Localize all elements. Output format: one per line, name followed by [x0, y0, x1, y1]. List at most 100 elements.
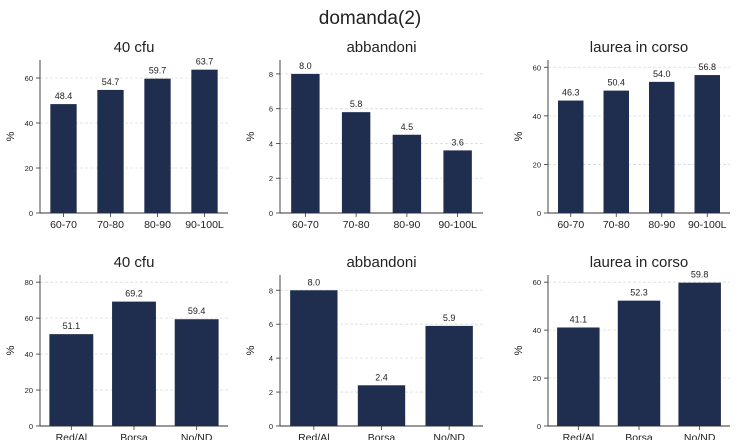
chart-panel-5: abbandoni% 0 2 4 6 8 8.0 Red/Al 2.4 Borsa 5.9 No/ND	[245, 254, 483, 440]
panel-title: abbandoni	[346, 39, 416, 56]
bar-value-label: 48.4	[55, 91, 73, 101]
y-axis-label: %	[245, 131, 257, 141]
y-tick-label: 0	[537, 422, 541, 431]
bar	[678, 282, 721, 426]
y-tick-label: 0	[269, 422, 273, 431]
bar-value-label: 59.7	[149, 66, 167, 76]
bar-value-label: 59.8	[691, 270, 709, 280]
y-tick-label: 80	[25, 278, 33, 287]
bar	[291, 73, 320, 213]
bar-value-label: 54.7	[102, 77, 120, 87]
bar-value-label: 63.7	[196, 57, 214, 67]
bar	[174, 319, 219, 426]
x-tick-label: Red/Al	[56, 432, 88, 440]
panel-title: 40 cfu	[114, 39, 155, 56]
chart-panel-4: 40 cfu% 0 20 40 60 80 51.1 Red/Al 69.2 Borsa 59.4 N…	[5, 254, 228, 440]
y-axis-label: %	[5, 131, 17, 141]
bar-value-label: 59.4	[188, 306, 206, 316]
x-tick-label: 80-90	[648, 219, 675, 231]
panel-title: abbandoni	[346, 254, 416, 271]
y-tick-label: 20	[25, 386, 33, 395]
x-tick-label: No/ND	[181, 432, 213, 440]
y-tick-label: 2	[269, 174, 273, 183]
x-tick-label: 60-70	[50, 219, 77, 231]
bar-value-label: 46.3	[562, 88, 580, 98]
bar-value-label: 8.0	[299, 61, 312, 71]
y-tick-label: 6	[269, 105, 273, 114]
y-tick-label: 60	[533, 278, 541, 287]
y-tick-label: 8	[269, 70, 273, 79]
bar	[49, 334, 94, 426]
figure-title: domanda(2)	[318, 8, 422, 29]
bar-value-label: 54.0	[653, 69, 671, 79]
bar	[392, 134, 422, 213]
bar-value-label: 3.6	[451, 137, 464, 147]
x-tick-label: 90-100L	[185, 219, 224, 231]
panel-title: laurea in corso	[590, 39, 688, 56]
x-tick-label: 80-90	[144, 219, 171, 231]
bar	[603, 90, 629, 213]
x-tick-label: Borsa	[368, 432, 396, 440]
bar	[357, 385, 406, 426]
x-tick-label: 70-80	[97, 219, 124, 231]
bar-value-label: 52.3	[630, 288, 648, 298]
bar	[425, 325, 473, 426]
x-tick-label: Borsa	[625, 432, 653, 440]
y-axis-label: %	[5, 345, 17, 355]
y-tick-label: 40	[25, 119, 33, 128]
y-tick-label: 60	[25, 314, 33, 323]
y-tick-label: 4	[269, 354, 273, 363]
bar	[50, 104, 77, 213]
y-tick-label: 0	[537, 209, 541, 218]
x-tick-label: Borsa	[120, 432, 148, 440]
bar	[191, 69, 218, 213]
bar-value-label: 51.1	[63, 321, 81, 331]
y-tick-label: 4	[269, 139, 273, 148]
y-tick-label: 6	[269, 320, 273, 329]
x-tick-label: 90-100L	[688, 219, 727, 231]
y-tick-label: 20	[533, 160, 541, 169]
chart-panel-6: laurea in corso% 0 20 40 60 41.1 Red/Al 52.3 Bor…	[513, 254, 730, 440]
bar	[341, 112, 371, 213]
bar	[694, 75, 720, 213]
bar	[649, 81, 675, 213]
y-tick-label: 60	[533, 63, 541, 72]
bar	[557, 327, 600, 426]
y-tick-label: 40	[25, 350, 33, 359]
y-tick-label: 2	[269, 388, 273, 397]
bar	[290, 290, 338, 426]
panel-title: 40 cfu	[114, 254, 155, 271]
x-tick-label: 90-100L	[438, 219, 477, 231]
bar-value-label: 41.1	[570, 314, 588, 324]
bar	[97, 89, 124, 213]
y-axis-label: %	[245, 345, 257, 355]
x-tick-label: 80-90	[393, 219, 420, 231]
bar-value-label: 2.4	[375, 372, 388, 382]
x-tick-label: 70-80	[603, 219, 630, 231]
x-tick-label: 70-80	[343, 219, 370, 231]
y-tick-label: 0	[269, 209, 273, 218]
y-tick-label: 20	[25, 164, 33, 173]
bar-value-label: 4.5	[401, 122, 414, 132]
bar	[617, 300, 661, 426]
x-tick-label: Red/Al	[563, 432, 595, 440]
x-tick-label: 60-70	[292, 219, 319, 231]
y-axis-label: %	[513, 345, 525, 355]
chart-panel-3: laurea in corso% 0 20 40 60 46.3 60-70 50.4 70-8…	[513, 39, 730, 231]
bar-value-label: 5.9	[443, 313, 456, 323]
x-tick-label: Red/Al	[298, 432, 330, 440]
y-tick-label: 40	[533, 112, 541, 121]
y-tick-label: 20	[533, 374, 541, 383]
bar-value-label: 50.4	[607, 78, 625, 88]
bar	[144, 78, 171, 213]
bar-value-label: 56.8	[698, 62, 716, 72]
y-tick-label: 8	[269, 286, 273, 295]
bar	[443, 150, 472, 213]
x-tick-label: 60-70	[557, 219, 584, 231]
x-tick-label: No/ND	[433, 432, 465, 440]
y-tick-label: 60	[25, 74, 33, 83]
bar	[558, 100, 584, 213]
chart-panel-1: 40 cfu% 0 20 40 60 48.4 60-70 54.7 70-80 59.7 80-9…	[5, 39, 228, 231]
